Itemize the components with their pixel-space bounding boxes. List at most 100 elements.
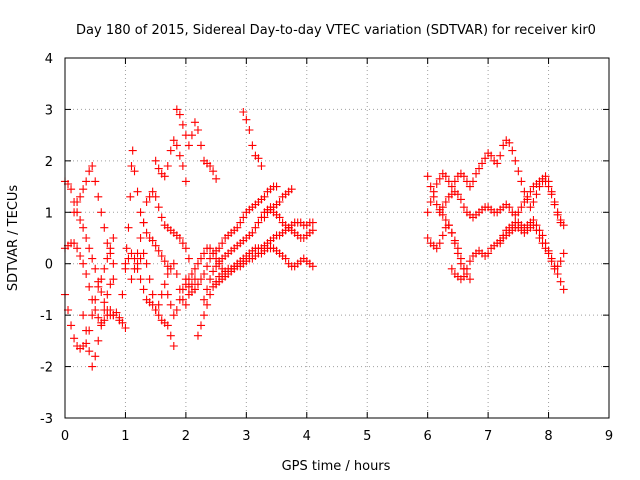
x-tick-label: 6 — [424, 429, 432, 444]
series-arc-22 — [435, 174, 565, 227]
data-point — [423, 172, 432, 181]
data-point — [163, 269, 172, 279]
data-point — [79, 259, 88, 268]
data-point — [121, 259, 130, 268]
data-point — [166, 146, 175, 155]
data-point — [76, 251, 85, 261]
data-point — [133, 187, 142, 196]
data-point — [556, 277, 565, 286]
data-point — [496, 239, 505, 248]
data-point — [66, 185, 76, 194]
data-point — [121, 323, 130, 333]
x-tick-label: 1 — [121, 429, 129, 444]
data-point — [245, 125, 254, 135]
data-point — [124, 223, 133, 232]
data-point — [441, 197, 450, 207]
data-point — [70, 334, 79, 343]
data-point — [478, 159, 487, 168]
data-point — [239, 213, 248, 222]
data-point — [215, 244, 224, 253]
data-point — [547, 257, 556, 266]
data-point — [206, 244, 215, 253]
data-point — [456, 259, 465, 268]
series-arc-24 — [496, 221, 568, 273]
data-point — [63, 305, 73, 315]
data-point — [468, 177, 478, 186]
series-arc-12 — [172, 105, 221, 183]
data-point — [181, 275, 190, 284]
data-point — [426, 182, 435, 191]
data-point — [63, 179, 73, 189]
data-point — [559, 285, 568, 294]
data-point — [532, 190, 541, 199]
data-point — [190, 285, 200, 294]
y-tick-label: 3 — [45, 103, 53, 118]
data-point — [70, 208, 79, 217]
data-point — [178, 120, 187, 129]
data-point — [85, 167, 94, 176]
data-point — [109, 233, 118, 243]
data-point — [487, 151, 496, 160]
data-point — [523, 192, 532, 201]
data-point — [526, 187, 535, 196]
data-point — [199, 269, 209, 279]
data-point — [73, 197, 82, 207]
data-point — [202, 285, 212, 294]
data-point — [154, 300, 163, 309]
data-point — [82, 339, 91, 348]
series-arc-06 — [115, 146, 172, 325]
data-point — [70, 239, 79, 248]
data-point — [142, 197, 151, 207]
data-point — [193, 280, 203, 289]
data-point — [190, 264, 200, 273]
data-point — [233, 223, 242, 232]
data-point — [151, 192, 160, 201]
data-point — [76, 192, 85, 201]
series-arc-23 — [447, 215, 568, 294]
data-point — [308, 218, 317, 227]
data-point — [193, 259, 203, 268]
data-point — [85, 244, 94, 253]
data-point — [202, 262, 212, 271]
y-tick-label: 1 — [45, 206, 53, 221]
data-point — [175, 151, 184, 160]
data-point — [471, 169, 481, 178]
x-axis-label: GPS time / hours — [282, 459, 391, 474]
data-point — [100, 223, 109, 232]
data-point — [136, 233, 145, 243]
data-point — [160, 172, 169, 181]
data-point — [453, 249, 462, 258]
data-point — [181, 300, 190, 309]
data-point — [151, 241, 160, 250]
data-point — [544, 182, 553, 191]
data-point — [178, 161, 187, 171]
data-point — [157, 213, 166, 222]
data-point — [175, 110, 184, 119]
data-point — [88, 161, 97, 171]
data-point — [178, 239, 187, 248]
data-point — [154, 246, 163, 255]
data-point — [538, 239, 547, 248]
data-point — [122, 244, 131, 253]
series-arc-08 — [127, 187, 193, 284]
data-point — [82, 326, 91, 335]
series-arc-17 — [239, 107, 266, 171]
data-point — [100, 316, 109, 325]
data-point — [184, 254, 193, 263]
data-point — [103, 290, 112, 299]
data-point — [465, 275, 475, 284]
data-point — [181, 244, 190, 253]
data-point — [520, 197, 529, 207]
data-point — [447, 182, 456, 191]
data-point — [441, 172, 450, 181]
data-point — [426, 197, 435, 207]
data-point — [236, 218, 245, 227]
data-point — [148, 290, 157, 299]
data-point — [172, 141, 181, 150]
y-tick-label: 0 — [45, 258, 53, 273]
data-point — [66, 321, 76, 330]
data-point — [190, 118, 200, 127]
series-arc-05 — [79, 275, 118, 371]
data-point — [175, 295, 184, 304]
data-point — [175, 233, 184, 243]
